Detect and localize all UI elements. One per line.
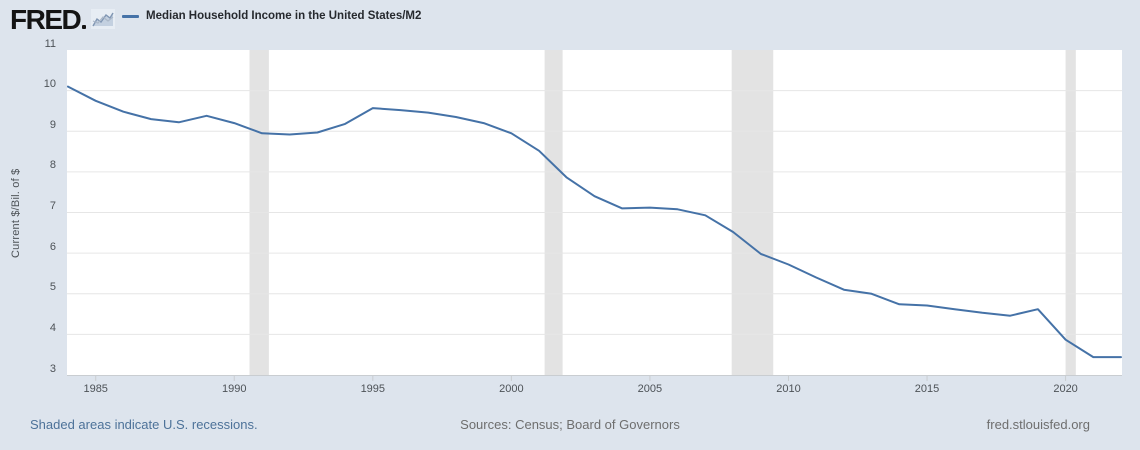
x-axis-tick-label: 2005 — [637, 383, 663, 395]
fred-logo-text: FRED — [10, 4, 82, 35]
data-line — [67, 85, 1122, 359]
chart-legend: Median Household Income in the United St… — [122, 10, 421, 22]
x-axis-tick-label: 1990 — [222, 383, 247, 395]
recession-note: Shaded areas indicate U.S. recessions. — [30, 417, 258, 432]
legend-line-swatch — [122, 14, 139, 18]
chart-footer: Shaded areas indicate U.S. recessions. S… — [0, 415, 1140, 437]
x-axis-tick-label: 2020 — [1053, 383, 1078, 395]
fred-site-link[interactable]: fred.stlouisfed.org — [986, 417, 1090, 432]
y-axis-tick-label: 8 — [49, 159, 56, 172]
fred-logo-registered-dot — [82, 25, 87, 29]
fred-logo-chart-icon — [91, 8, 116, 34]
sources-note: Sources: Census; Board of Governors — [460, 417, 680, 432]
x-axis-tick-label: 2015 — [914, 383, 940, 395]
y-axis-tick-label: 5 — [49, 281, 56, 294]
chart-header: FRED Median Household Income in the Unit… — [0, 0, 1140, 42]
y-axis-tick-label: 7 — [49, 200, 56, 212]
x-axis-tick-label: 1985 — [83, 383, 108, 395]
y-axis-tick-label: 10 — [43, 78, 56, 91]
y-axis-tick-label: 6 — [49, 240, 56, 253]
y-axis-tick-label: 3 — [49, 362, 56, 375]
y-axis-tick-label: 11 — [44, 37, 56, 50]
x-axis-tick-label: 2010 — [776, 383, 801, 395]
x-axis-tick-label: 2000 — [499, 383, 524, 395]
legend-series-label: Median Household Income in the United St… — [146, 10, 422, 22]
x-axis-tick-label: 1995 — [360, 383, 386, 395]
fred-logo[interactable]: FRED — [10, 4, 116, 35]
y-axis-tick-label: 4 — [49, 321, 56, 334]
y-axis-tick-label: 9 — [49, 118, 56, 131]
